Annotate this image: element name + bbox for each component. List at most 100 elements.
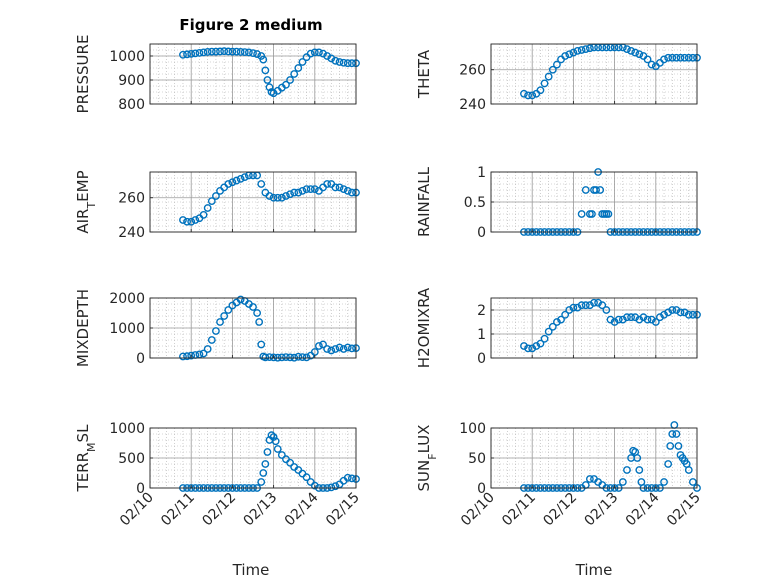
chart-2-series-1-point	[561, 52, 570, 60]
chart-1-series-1-point	[339, 58, 348, 67]
chart-2-series-1-point	[520, 89, 528, 98]
chart-7-series-1-point	[257, 478, 266, 486]
chart-4-series-1-point	[592, 186, 600, 194]
chart-7-series-1-point	[343, 473, 352, 482]
chart-6-series-1-point	[598, 301, 607, 310]
chart-1-series-1-point	[290, 70, 299, 78]
chart-6-series-1-point	[536, 339, 545, 348]
chart-5-series-1-point	[298, 353, 307, 361]
chart-2-series-1-point	[680, 53, 689, 62]
chart-5-series-1-point	[216, 318, 224, 326]
chart-7-y-tick-label: 0	[136, 481, 145, 497]
chart-6-series-1-point	[676, 308, 685, 317]
chart-7-series-1-point	[267, 431, 276, 440]
chart-5-series-1-point	[294, 352, 303, 361]
chart-5-series-1-point	[236, 295, 245, 304]
chart-5-y-tick-label: 2000	[109, 291, 145, 307]
chart-3-series-1-point	[294, 188, 303, 197]
chart-2-series-1-point	[553, 60, 561, 69]
chart-5-series-1-point	[265, 353, 274, 361]
chart-7-series-1-point	[269, 433, 278, 441]
chart-7-series-1-point	[302, 473, 311, 482]
chart-6-axes-box	[490, 297, 698, 359]
chart-1-series-1-point	[265, 83, 274, 92]
chart-1-series-1-point	[212, 47, 220, 56]
chart-8-x-tick-label: 02/11	[499, 490, 539, 530]
chart-5-series-1-point	[327, 346, 336, 355]
chart-3-series-1-point	[277, 193, 286, 202]
chart-4-series-1-point	[577, 210, 586, 218]
chart-1-series-1-point	[282, 80, 290, 89]
chart-8-series-1-point	[585, 475, 594, 483]
chart-3-series-1-point	[306, 185, 315, 194]
chart-1-series-1-point	[298, 58, 307, 66]
chart-2-series-1-point	[668, 53, 677, 62]
chart-1-series-1-point	[207, 47, 216, 56]
chart-2-series-1-point	[577, 46, 586, 54]
chart-1-series-1-point	[335, 58, 344, 66]
chart-1-series-1-point	[259, 55, 268, 64]
chart-7-series-1-point	[327, 483, 336, 492]
chart-7-series-1-point	[273, 445, 282, 453]
chart-3-series-1-point	[265, 192, 274, 200]
chart-6-y-axis-label: H2OMIXRA	[415, 287, 433, 368]
chart-6-series-1-point	[623, 313, 631, 322]
chart-6-series-1-point	[602, 306, 611, 314]
chart-3-series-1-point	[224, 180, 233, 188]
chart-6-series-1-point	[561, 310, 570, 319]
chart-5-series-1-point	[253, 309, 262, 317]
chart-8-series-1-point	[672, 430, 681, 438]
chart-5-series-1-point	[207, 336, 216, 344]
chart-5-series-1-point	[315, 342, 323, 350]
chart-1-y-axis-label: PRESSURE	[74, 35, 92, 114]
chart-5-series-1-point	[224, 306, 233, 314]
chart-2-series-1-point	[573, 46, 582, 55]
chart-2-series-1-point	[647, 60, 656, 69]
x-axis-label-right: Time	[575, 561, 613, 579]
chart-6-series-1-point	[557, 315, 565, 324]
chart-6-series-1-point	[540, 334, 549, 343]
chart-2-series-1-point	[536, 86, 545, 95]
chart-1-series-1-point	[195, 48, 204, 57]
chart-8-y-tick-label: 100	[459, 421, 486, 437]
chart-1-series-1-point	[179, 50, 187, 59]
chart-5-series-1-point	[187, 351, 196, 360]
chart-1-series-1-point	[240, 48, 249, 57]
chart-3-series-1-point	[199, 210, 208, 219]
chart-3-y-tick-label: 240	[118, 225, 145, 241]
chart-5-series-1-point	[277, 353, 286, 362]
chart-6-series-1-point	[651, 318, 660, 326]
chart-3-series-1-point	[191, 216, 200, 224]
chart-8-series-1-point	[688, 478, 697, 486]
chart-2-series-1-point	[664, 53, 673, 62]
chart-2-axes-box	[490, 43, 698, 105]
chart-6-series-1-point	[581, 301, 590, 310]
chart-2-series-1-point	[544, 72, 553, 81]
chart-3-series-1-point	[212, 192, 220, 200]
chart-1-series-1-point	[263, 76, 272, 84]
chart-3-series-1-point	[323, 180, 332, 188]
chart-3-series-1-point	[286, 190, 294, 199]
chart-1-series-1-point	[216, 47, 224, 56]
chart-7-y-tick-label: 500	[118, 451, 145, 467]
chart-2-series-1-point	[660, 55, 668, 64]
chart-4-y-tick-label: 0	[477, 225, 486, 241]
chart-5-series-1-point	[282, 353, 290, 361]
chart-6-series-1-point	[544, 327, 553, 336]
chart-1-series-1-point	[244, 48, 253, 57]
chart-1-series-1-point	[183, 50, 191, 59]
chart-1-series-1-point	[331, 56, 340, 65]
chart-3-series-1-point	[257, 180, 266, 188]
chart-1-series-1-point	[228, 47, 237, 56]
chart-2-series-1-point	[672, 53, 681, 62]
chart-1-series-1-point	[286, 76, 294, 84]
chart-3-series-1-point	[269, 193, 278, 202]
chart-3-y-axis-label: AIRTEMP	[74, 170, 98, 233]
chart-7-x-tick-label: 02/14	[282, 489, 322, 529]
chart-8-x-tick-label: 02/14	[623, 489, 663, 529]
chart-6-y-tick-label: 0	[477, 351, 486, 367]
chart-8-y-tick-label: 0	[477, 481, 486, 497]
chart-4-y-tick-label: 0.5	[464, 195, 486, 211]
chart-1-y-tick-label: 900	[118, 73, 145, 89]
chart-1-y-tick-label: 800	[118, 97, 145, 113]
